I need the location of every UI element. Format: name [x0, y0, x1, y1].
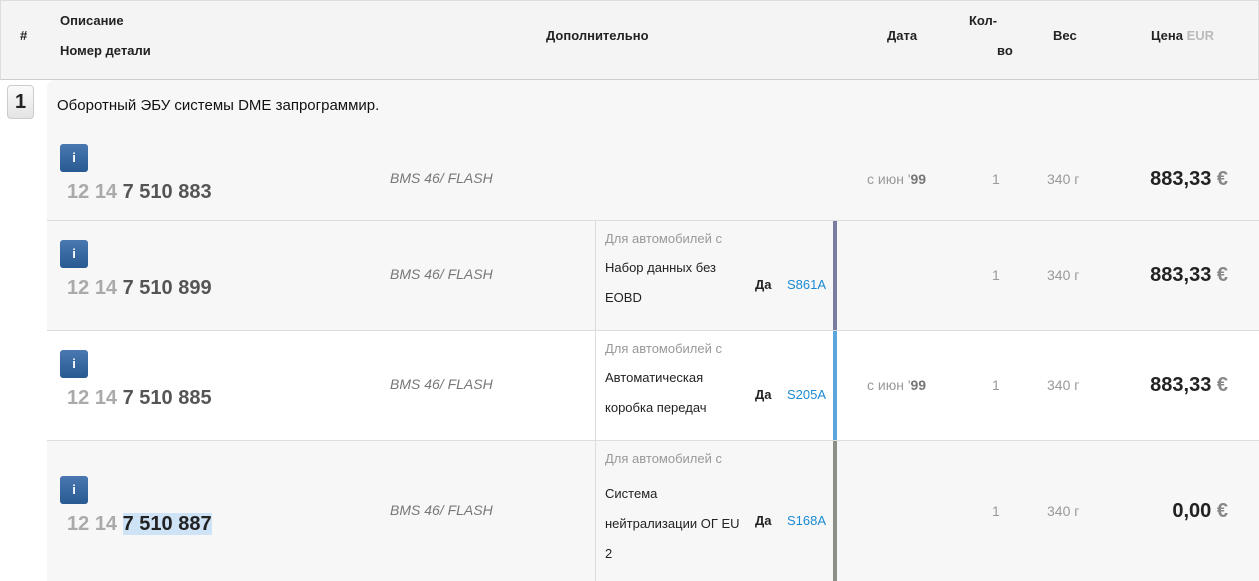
date-year: 99: [910, 171, 927, 187]
condition-code-link[interactable]: S861A: [787, 277, 827, 292]
part-number-main: 7 510 899: [122, 277, 212, 299]
info-button[interactable]: i: [60, 475, 88, 504]
price-value: 883,33: [1150, 168, 1212, 190]
quantity: 1: [992, 171, 1000, 187]
col-number: #: [20, 28, 28, 43]
table-row: i 12 14 7 510 899 BMS 46/ FLASH Для авто…: [47, 220, 1259, 330]
info-button[interactable]: i: [60, 350, 88, 378]
info-button[interactable]: i: [60, 144, 88, 172]
condition-cell: Для автомобилей с Автоматическая коробка…: [595, 331, 833, 440]
part-note: BMS 46/ FLASH: [390, 170, 493, 186]
part-note: BMS 46/ FLASH: [390, 266, 493, 282]
date: с июн '99: [867, 377, 926, 393]
part-number-group: 12: [67, 181, 90, 203]
condition-yes: Да: [755, 387, 772, 402]
info-button[interactable]: i: [60, 240, 88, 268]
currency-label: EUR: [1186, 28, 1215, 43]
part-number-group: 12: [67, 387, 90, 409]
part-note: BMS 46/ FLASH: [390, 376, 493, 392]
quantity: 1: [992, 267, 1000, 283]
condition-label: Для автомобилей с: [605, 231, 722, 246]
weight: 340 г: [1047, 267, 1080, 283]
price: 883,33 €: [1150, 374, 1228, 397]
date-year: 99: [910, 377, 927, 393]
col-qty: Кол-: [969, 13, 998, 28]
col-additional: Дополнительно: [546, 28, 649, 43]
condition-color-bar: [833, 331, 837, 440]
price-currency: €: [1216, 168, 1228, 190]
part-number[interactable]: 12 14 7 510 883: [67, 181, 212, 204]
part-number-subgroup: 14: [94, 181, 118, 203]
condition-text: Автоматическая коробка передач: [605, 370, 707, 415]
part-number-subgroup: 14: [94, 387, 118, 409]
table-row: i 12 14 7 510 883 BMS 46/ FLASH с июн '99…: [47, 140, 1259, 220]
condition-label: Для автомобилей с: [605, 451, 722, 466]
condition-code-link[interactable]: S205A: [787, 387, 827, 402]
part-number-main: 7 510 887: [122, 512, 212, 535]
price: 883,33 €: [1150, 168, 1228, 191]
price: 0,00 €: [1172, 500, 1228, 523]
date-prefix: с июн ': [867, 377, 911, 393]
date-prefix: с июн ': [867, 171, 911, 187]
condition-color-bar: [833, 221, 837, 330]
table-row: i 12 14 7 510 887 BMS 46/ FLASH Для авто…: [47, 440, 1259, 581]
part-number-group: 12: [67, 277, 90, 299]
price-currency: €: [1216, 264, 1228, 286]
part-number[interactable]: 12 14 7 510 887: [67, 512, 212, 536]
condition-yes: Да: [755, 512, 772, 528]
condition-code-link[interactable]: S168A: [787, 512, 827, 528]
condition-cell: Для автомобилей с Набор данных без EOBD …: [595, 221, 833, 330]
part-number-main: 7 510 883: [122, 181, 212, 203]
col-part-number: Номер детали: [60, 43, 151, 58]
price-value: 883,33: [1150, 264, 1212, 286]
part-number-group: 12: [67, 512, 90, 535]
part-number[interactable]: 12 14 7 510 899: [67, 277, 212, 300]
part-note: BMS 46/ FLASH: [390, 501, 493, 518]
col-description: Описание: [60, 13, 124, 28]
price-value: 883,33: [1150, 374, 1212, 396]
price-value: 0,00: [1172, 499, 1212, 522]
col-weight: Вес: [1053, 28, 1077, 43]
date: с июн '99: [867, 171, 926, 187]
part-number-subgroup: 14: [94, 277, 118, 299]
group-title: Оборотный ЭБУ системы DME запрограммир.: [57, 97, 380, 114]
table-header: # Описание Номер детали Дополнительно Да…: [0, 0, 1259, 80]
price: 883,33 €: [1150, 264, 1228, 287]
quantity: 1: [992, 377, 1000, 393]
condition-yes: Да: [755, 277, 772, 292]
part-number-subgroup: 14: [94, 512, 118, 535]
table-row: i 12 14 7 510 885 BMS 46/ FLASH Для авто…: [47, 330, 1259, 440]
price-currency: €: [1216, 374, 1228, 396]
price-label: Цена: [1151, 28, 1183, 43]
col-date: Дата: [887, 28, 918, 43]
price-currency: €: [1216, 499, 1228, 522]
weight: 340 г: [1047, 502, 1080, 519]
col-price: Цена EUR: [1151, 28, 1214, 43]
weight: 340 г: [1047, 377, 1080, 393]
group-index-badge: 1: [7, 85, 34, 119]
condition-text: Набор данных без EOBD: [605, 260, 716, 305]
condition-label: Для автомобилей с: [605, 341, 722, 356]
condition-cell: Для автомобилей с Система нейтрализации …: [595, 441, 833, 581]
condition-color-bar: [833, 441, 837, 581]
quantity: 1: [992, 502, 1000, 519]
part-number-main: 7 510 885: [122, 387, 212, 409]
col-qty-2: во: [997, 43, 1013, 58]
part-number[interactable]: 12 14 7 510 885: [67, 387, 212, 410]
weight: 340 г: [1047, 171, 1080, 187]
condition-text: Система нейтрализации ОГ EU 2: [605, 486, 740, 561]
